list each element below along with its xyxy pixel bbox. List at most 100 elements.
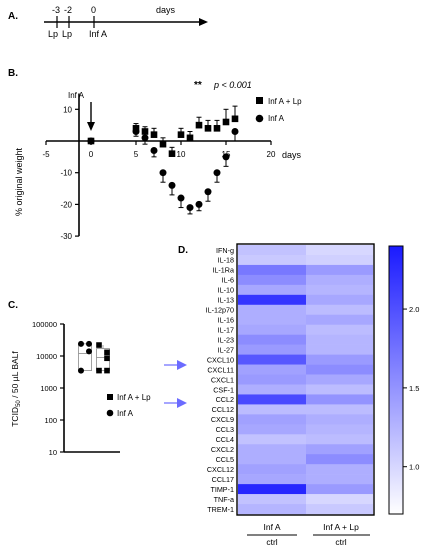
heatmap-cell xyxy=(306,484,373,495)
weight-x-tick-label: 20 xyxy=(267,150,276,159)
heatmap-row-label: IL-6 xyxy=(222,276,234,285)
heatmap-cell xyxy=(306,254,373,266)
heatmap-row-label: CCL5 xyxy=(216,455,234,464)
heatmap-cell xyxy=(238,334,306,345)
heatmap-cell xyxy=(238,304,306,316)
titer-legend-square xyxy=(107,394,113,400)
heatmap-cell xyxy=(238,264,306,276)
heatmap-cell xyxy=(306,334,373,345)
heatmap-row-label: CCL2 xyxy=(216,395,234,404)
weight-point-square xyxy=(168,150,176,157)
panel-c-letter: C. xyxy=(8,300,18,311)
highlight-arrow-cxcl10 xyxy=(177,360,187,370)
weight-point-circle xyxy=(204,188,212,196)
heatmap-row-label: CXCL9 xyxy=(211,415,234,424)
titer-y-label-sub: 50 xyxy=(16,400,22,407)
heatmap-cell xyxy=(306,414,373,425)
heatmap-cell xyxy=(238,424,306,435)
weight-point-square xyxy=(213,125,221,132)
heatmap-cell xyxy=(238,414,306,425)
titer-y-tick-label: 100000 xyxy=(32,320,57,329)
weight-y-tick-label: -30 xyxy=(60,232,72,241)
heatmap-cell xyxy=(238,245,306,256)
weight-x-tick-label: -5 xyxy=(42,150,50,159)
titer-y-axis-label: TCID50 / 50 µL BALf xyxy=(10,351,22,427)
heatmap-cell xyxy=(306,245,373,256)
panel-d: D. IFN-gIL-18IL-1RaIL-6IL-10IL-13IL-12p7… xyxy=(164,243,419,547)
titer-box xyxy=(78,343,92,371)
heatmap-col2-top: Inf A + Lp xyxy=(323,522,359,532)
titer-point-square xyxy=(104,367,110,374)
heatmap-cell xyxy=(306,494,373,505)
weight-point-square xyxy=(186,134,194,142)
timeline-arrowhead xyxy=(199,18,208,26)
weight-point-circle xyxy=(186,204,194,212)
heatmap-cell xyxy=(306,424,373,435)
heatmap-cell xyxy=(306,304,373,316)
heatmap-cell xyxy=(306,394,373,405)
heatmap-cell xyxy=(306,384,373,395)
heatmap-row-label: CXCL2 xyxy=(211,445,234,454)
heatmap-col1-top: Inf A xyxy=(263,522,280,532)
panel-b: B. % original weight -505101520-30-20-10… xyxy=(8,68,302,241)
heatmap-cell xyxy=(306,294,373,306)
heatmap-cell xyxy=(238,374,306,385)
legend-circle-marker xyxy=(255,114,264,123)
weight-point-circle xyxy=(87,137,95,145)
weight-point-circle xyxy=(168,181,176,189)
titer-point-square xyxy=(96,342,102,348)
heatmap-row-label: CCL17 xyxy=(212,475,234,484)
heatmap-cell xyxy=(306,454,373,465)
heatmap-row-label: CCL4 xyxy=(216,435,234,444)
heatmap-cell xyxy=(306,284,373,296)
weight-point-square xyxy=(222,118,230,126)
heatmap-cell xyxy=(306,264,373,276)
weight-point-square xyxy=(177,131,185,138)
titer-legend-circle xyxy=(106,409,114,417)
titer-point-circle xyxy=(78,340,84,347)
heatmap-row-labels: IFN-gIL-18IL-1RaIL-6IL-10IL-13IL-12p70IL… xyxy=(206,246,234,514)
weight-x-tick-label: 0 xyxy=(89,150,94,159)
heatmap-cell xyxy=(238,474,306,485)
weight-point-square xyxy=(159,140,167,148)
weight-point-square xyxy=(141,128,149,135)
heatmap-row-label: IL-12p70 xyxy=(206,306,234,315)
titer-y-tick-label: 1000 xyxy=(40,384,57,393)
colorbar-ticks: 1.0 1.5 2.0 xyxy=(403,305,419,472)
weight-point-circle xyxy=(159,169,167,177)
heatmap-cell xyxy=(306,274,373,286)
titer-y-label-main: TCID xyxy=(10,407,20,427)
heatmap-cell xyxy=(238,294,306,306)
weight-legend-inf-a-lp: Inf A + Lp xyxy=(268,97,302,106)
significance-p-value: p < 0.001 xyxy=(213,80,252,90)
inf-a-arrow-head xyxy=(87,122,95,131)
titer-y-label-rest: / 50 µL BALf xyxy=(10,351,20,401)
heatmap-row-label: TREM-1 xyxy=(207,505,234,514)
weight-point-circle xyxy=(177,194,185,202)
colorbar-tick-label: 2.0 xyxy=(409,305,419,314)
heatmap-row-label: IL-10 xyxy=(218,286,234,295)
titer-legend-inf-a-lp: Inf A + Lp xyxy=(117,393,151,402)
panel-b-letter: B. xyxy=(8,68,18,79)
titer-legend-inf-a: Inf A xyxy=(117,409,134,418)
heatmap-row-label: TNF-a xyxy=(214,495,234,504)
panel-c: C. TCID50 / 50 µL BALf 10 100 1000 10000 100… xyxy=(8,300,151,457)
heatmap-row-label: IL-16 xyxy=(218,316,234,325)
heatmap-row-label: TIMP-1 xyxy=(210,485,234,494)
timeline-marker-lp-1: Lp xyxy=(48,29,58,39)
weight-point-circle xyxy=(231,127,239,135)
heatmap-frame xyxy=(236,243,375,516)
heatmap-cell xyxy=(238,464,306,475)
weight-legend-inf-a: Inf A xyxy=(268,114,285,123)
heatmap-cell xyxy=(306,344,373,355)
heatmap-row-label: IL-17 xyxy=(218,325,234,334)
panel-d-letter: D. xyxy=(178,245,188,256)
weight-point-circle xyxy=(132,127,140,135)
heatmap-cell xyxy=(306,364,373,375)
heatmap-cell xyxy=(306,444,373,455)
titer-y-tick-label: 10 xyxy=(49,448,57,457)
heatmap-cell xyxy=(306,354,373,365)
heatmap-row-label: CXCL10 xyxy=(207,355,234,364)
heatmap-cell xyxy=(238,254,306,266)
